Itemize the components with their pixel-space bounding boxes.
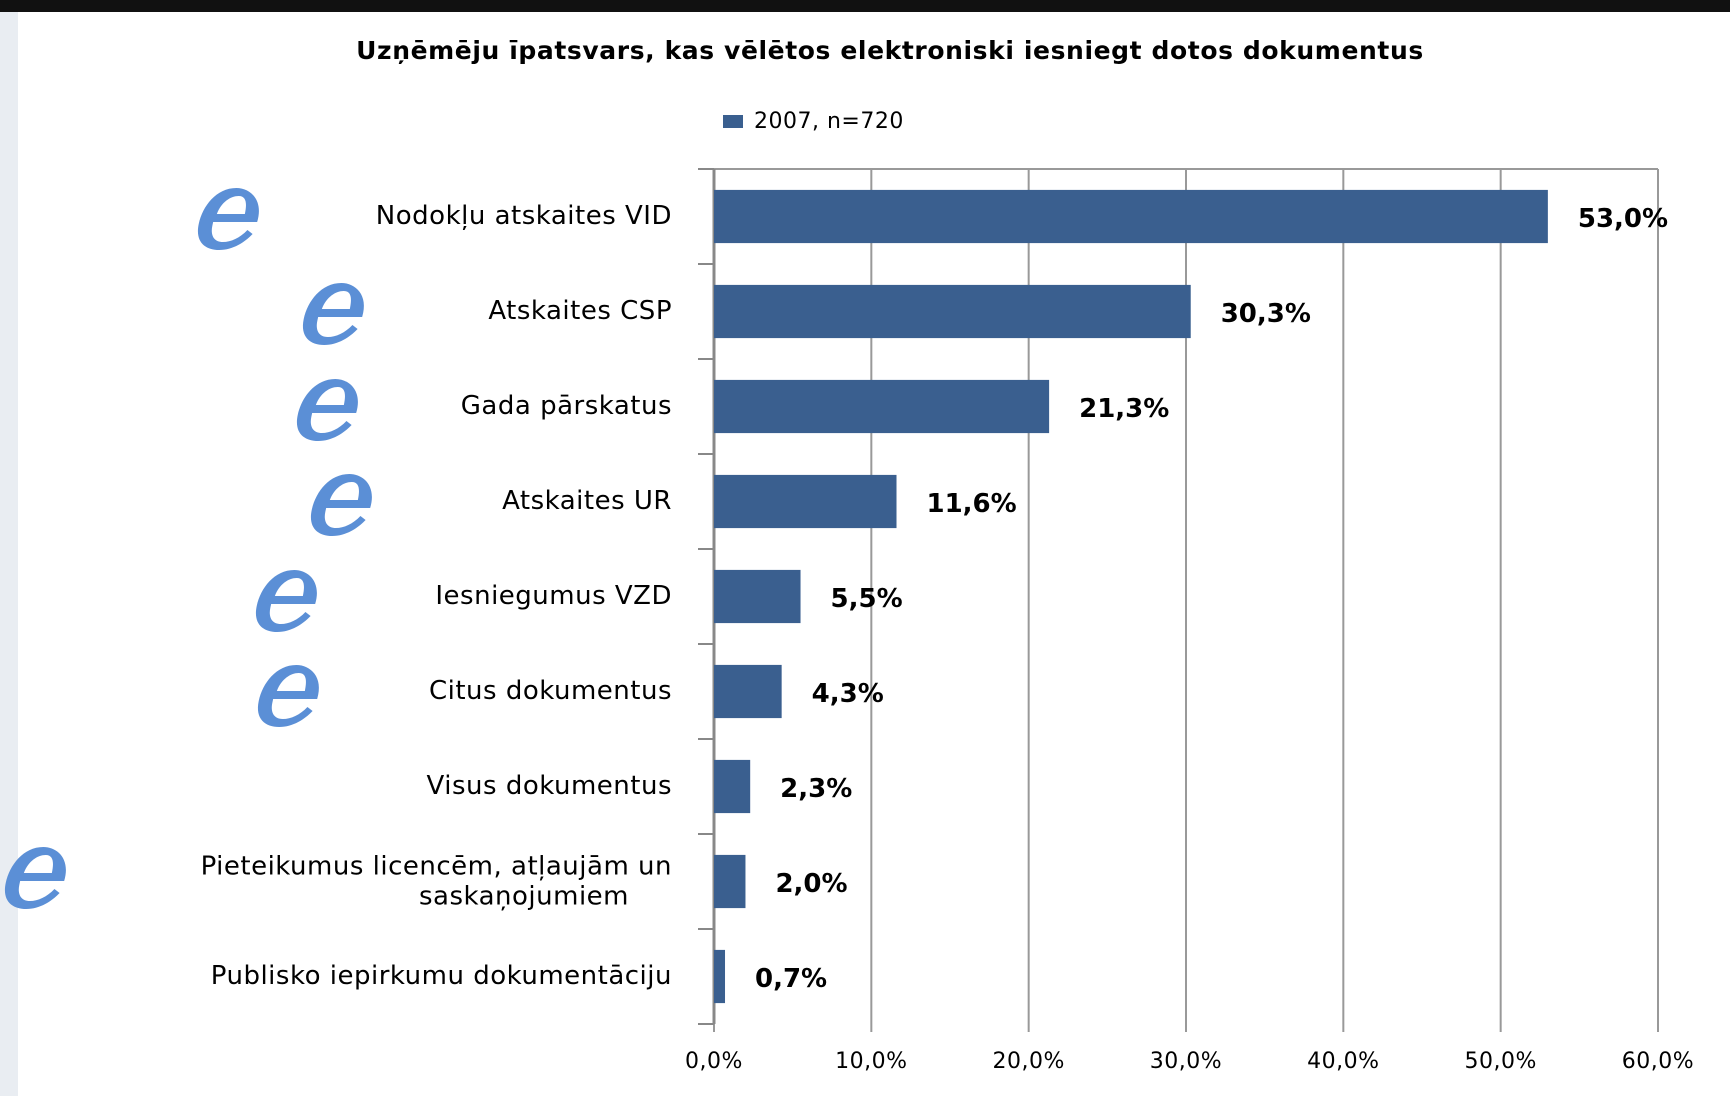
- y-tick-label: Iesniegumus VZD: [435, 581, 672, 611]
- y-tick-label: Atskaites UR: [502, 486, 672, 516]
- bar: [714, 569, 801, 624]
- legend-label: 2007, n=720: [754, 109, 904, 134]
- frame-top: [0, 0, 1730, 12]
- bar: [714, 664, 782, 719]
- y-tick-label: Citus dokumentus: [429, 676, 672, 706]
- y-tick-label: Publisko iepirkumu dokumentāciju: [211, 961, 672, 991]
- y-tick-label: Gada pārskatus: [461, 391, 672, 421]
- value-label: 5,5%: [831, 584, 903, 614]
- bar: [714, 284, 1191, 339]
- bar: [714, 189, 1548, 244]
- x-tick-label: 50,0%: [1464, 1049, 1536, 1074]
- y-tick-label: Pieteikumus licencēm, atļaujām un saskaņo…: [201, 851, 672, 911]
- value-label: 0,7%: [755, 964, 827, 994]
- y-tick-label: Visus dokumentus: [427, 771, 672, 801]
- x-tick-label: 60,0%: [1622, 1049, 1694, 1074]
- y-tick-label: Nodokļu atskaites VID: [376, 201, 672, 231]
- y-tick-label: Atskaites CSP: [488, 296, 672, 326]
- value-label: 2,0%: [775, 869, 847, 899]
- bar: [714, 474, 897, 529]
- bar: [714, 949, 726, 1004]
- bar: [714, 759, 751, 814]
- bar: [714, 854, 746, 909]
- x-tick-label: 20,0%: [992, 1049, 1064, 1074]
- x-tick-label: 0,0%: [685, 1049, 743, 1074]
- value-label: 11,6%: [927, 489, 1017, 519]
- value-label: 2,3%: [780, 774, 852, 804]
- value-label: 53,0%: [1578, 204, 1668, 234]
- x-tick-label: 40,0%: [1307, 1049, 1379, 1074]
- panel: [18, 12, 1730, 1096]
- bar: [714, 379, 1050, 434]
- legend-swatch: [723, 115, 743, 128]
- value-label: 21,3%: [1079, 394, 1169, 424]
- chart-title: Uzņēmēju īpatsvars, kas vēlētos elektron…: [356, 36, 1424, 65]
- x-tick-label: 30,0%: [1150, 1049, 1222, 1074]
- value-label: 4,3%: [812, 679, 884, 709]
- value-label: 30,3%: [1221, 299, 1311, 329]
- x-tick-label: 10,0%: [835, 1049, 907, 1074]
